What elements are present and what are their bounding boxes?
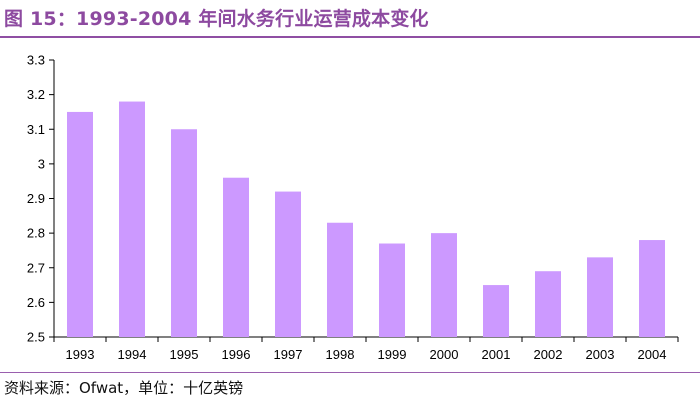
x-tick-label: 1995 bbox=[170, 347, 199, 362]
y-axis: 2.5 2.6 2.7 2.8 2.9 3 3.1 3.2 3.3 bbox=[27, 53, 55, 345]
y-tick-label: 2.5 bbox=[27, 330, 45, 345]
y-tick-label: 2.6 bbox=[27, 295, 45, 310]
bar-2000 bbox=[431, 233, 457, 337]
x-tick-label: 1994 bbox=[118, 347, 147, 362]
x-tick-label: 2004 bbox=[638, 347, 667, 362]
y-tick-label: 3 bbox=[38, 156, 45, 171]
y-tick-label: 2.7 bbox=[27, 260, 45, 275]
y-tick-label: 2.8 bbox=[27, 226, 45, 241]
bar-1996 bbox=[223, 177, 249, 337]
bar-series bbox=[67, 101, 665, 337]
source-note: 资料来源：Ofwat，单位：十亿英镑 bbox=[4, 379, 244, 397]
bar-2002 bbox=[535, 271, 561, 337]
figure-title: 图 15：1993-2004 年间水务行业运营成本变化 bbox=[4, 8, 429, 30]
x-tick-label: 2003 bbox=[586, 347, 615, 362]
y-tick-label: 2.9 bbox=[27, 191, 45, 206]
y-tick-label: 3.3 bbox=[27, 53, 45, 68]
bar-1995 bbox=[171, 129, 197, 337]
y-tick-label: 3.1 bbox=[27, 122, 45, 137]
x-tick-label: 2002 bbox=[534, 347, 563, 362]
bar-1997 bbox=[275, 191, 301, 337]
bar-chart: 2.52.62.72.82.933.13.23.3 1993 1994 1995 19… bbox=[27, 53, 679, 362]
x-tick-label: 1997 bbox=[274, 347, 303, 362]
x-tick-label: 2000 bbox=[430, 347, 459, 362]
bar-1999 bbox=[379, 243, 405, 337]
bar-1998 bbox=[327, 222, 353, 337]
y-tick-label: 3.2 bbox=[27, 87, 45, 102]
source-divider bbox=[0, 372, 700, 373]
bar-2003 bbox=[587, 257, 613, 337]
bar-2001 bbox=[483, 285, 509, 337]
bar-1994 bbox=[119, 101, 145, 337]
x-tick-label: 2001 bbox=[482, 347, 511, 362]
x-tick-label: 1999 bbox=[378, 347, 407, 362]
x-tick-label: 1996 bbox=[222, 347, 251, 362]
bar-2004 bbox=[639, 240, 665, 337]
title-divider bbox=[0, 36, 700, 38]
x-tick-label: 1998 bbox=[326, 347, 355, 362]
bar-1993 bbox=[67, 111, 93, 337]
x-tick-label: 1993 bbox=[66, 347, 95, 362]
x-axis: 1993 1994 1995 1996 1997 1998 1999 2000 2001 2002… bbox=[53, 336, 679, 362]
